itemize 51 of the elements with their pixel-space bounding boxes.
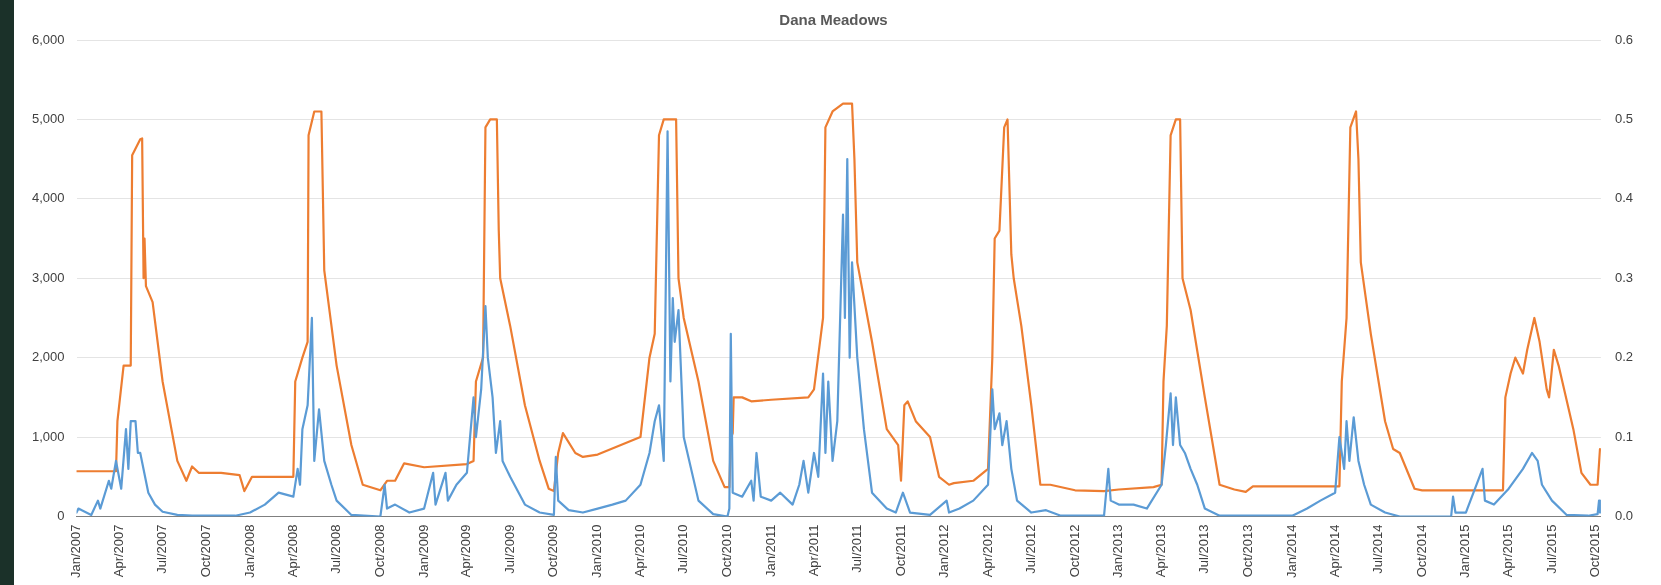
x-tick-label: Oct/2013	[1240, 524, 1256, 578]
y2-tick-label: 0.2	[1614, 349, 1634, 365]
x-tick-label: Jul/2011	[848, 524, 864, 573]
x-tick-label: Jan/2007	[68, 524, 84, 579]
x-tick-label: Apr/2012	[979, 524, 995, 578]
x-tick-label: Apr/2010	[632, 524, 648, 578]
x-tick-label: Oct/2007	[197, 524, 213, 578]
x-tick-label: Jan/2010	[589, 524, 605, 579]
y-tick-label: 3,000	[31, 269, 65, 285]
y2-tick-label: 0.4	[1614, 190, 1634, 206]
x-tick-label: Apr/2008	[284, 524, 300, 578]
x-tick-label: Oct/2011	[892, 524, 908, 577]
x-tick-label: Oct/2014	[1413, 524, 1429, 578]
x-tick-label: Jan/2012	[936, 524, 952, 579]
y2-tick-label: 0.1	[1614, 428, 1634, 444]
x-tick-label: Oct/2008	[371, 524, 387, 578]
x-tick-label: Apr/2014	[1326, 524, 1342, 578]
x-tick-label: Apr/2013	[1153, 524, 1169, 578]
y2-tick-label: 0.3	[1614, 269, 1634, 285]
x-tick-label: Jul/2012	[1022, 524, 1038, 574]
x-tick-label: Jul/2014	[1369, 524, 1385, 574]
y-tick-label: 2,000	[31, 349, 65, 365]
chart-title: Dana Meadows	[779, 11, 888, 29]
x-tick-label: Apr/2007	[110, 524, 126, 578]
x-tick-label: Oct/2012	[1066, 524, 1082, 578]
x-tick-label: Jul/2008	[328, 524, 344, 574]
y-tick-label: 6,000	[31, 31, 65, 47]
x-tick-label: Jul/2015	[1543, 524, 1559, 574]
x-tick-label: Apr/2009	[458, 524, 474, 578]
y2-tick-label: 0.0	[1614, 508, 1634, 524]
x-tick-label: Jul/2007	[154, 524, 170, 574]
x-tick-label: Oct/2015	[1587, 524, 1603, 578]
y2-tick-label: 0.5	[1614, 111, 1634, 126]
x-tick-label: Jan/2014	[1283, 524, 1299, 579]
y-tick-label: 1,000	[31, 428, 65, 444]
x-tick-label: Jan/2013	[1110, 524, 1126, 579]
x-tick-label: Oct/2009	[545, 524, 561, 578]
x-tick-label: Jul/2010	[675, 524, 691, 574]
y-tick-label: 4,000	[31, 190, 65, 206]
x-tick-label: Oct/2010	[719, 524, 735, 578]
x-tick-label: Apr/2015	[1500, 524, 1516, 578]
x-tick-label: Jan/2009	[415, 524, 431, 579]
y2-tick-label: 0.6	[1614, 31, 1634, 47]
x-tick-label: Jul/2009	[501, 524, 517, 574]
x-tick-label: Jan/2015	[1457, 524, 1473, 579]
x-tick-label: Jul/2013	[1196, 524, 1212, 574]
y-tick-label: 5,000	[31, 111, 65, 126]
x-tick-label: Apr/2011	[805, 524, 821, 577]
x-tick-label: Jan/2011	[762, 524, 778, 578]
y-tick-label: 0	[57, 508, 65, 524]
x-tick-label: Jan/2008	[241, 524, 257, 579]
